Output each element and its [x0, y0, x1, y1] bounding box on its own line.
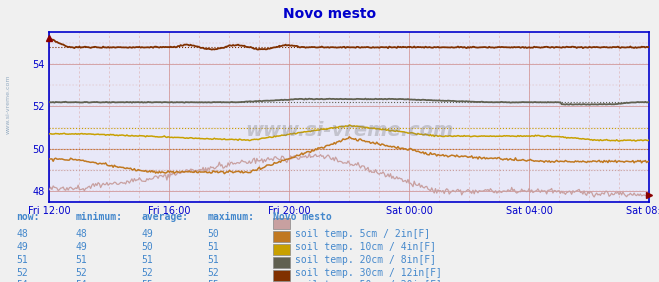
- Text: 52: 52: [76, 268, 88, 277]
- Text: 48: 48: [76, 229, 88, 239]
- Bar: [273, 231, 290, 243]
- Text: soil temp. 20cm / 8in[F]: soil temp. 20cm / 8in[F]: [295, 255, 436, 265]
- Text: 50: 50: [142, 242, 154, 252]
- Bar: [273, 218, 290, 230]
- Text: now:: now:: [16, 212, 40, 222]
- Text: 51: 51: [208, 242, 219, 252]
- Text: maximum:: maximum:: [208, 212, 254, 222]
- Text: www.si-vreme.com: www.si-vreme.com: [245, 121, 453, 140]
- Text: 52: 52: [16, 268, 28, 277]
- Bar: [273, 257, 290, 268]
- Text: 51: 51: [142, 255, 154, 265]
- Text: soil temp. 30cm / 12in[F]: soil temp. 30cm / 12in[F]: [295, 268, 442, 277]
- Text: 49: 49: [76, 242, 88, 252]
- Text: www.si-vreme.com: www.si-vreme.com: [5, 75, 11, 134]
- Text: 54: 54: [76, 281, 88, 282]
- Text: 55: 55: [142, 281, 154, 282]
- Text: 49: 49: [142, 229, 154, 239]
- Text: 48: 48: [16, 229, 28, 239]
- Text: 54: 54: [16, 281, 28, 282]
- Text: average:: average:: [142, 212, 188, 222]
- Text: minimum:: minimum:: [76, 212, 123, 222]
- Text: 51: 51: [76, 255, 88, 265]
- Bar: [273, 270, 290, 281]
- Text: soil temp. 50cm / 20in[F]: soil temp. 50cm / 20in[F]: [295, 281, 442, 282]
- Text: 50: 50: [208, 229, 219, 239]
- Text: 52: 52: [142, 268, 154, 277]
- Text: 51: 51: [208, 255, 219, 265]
- Bar: [273, 244, 290, 255]
- Text: soil temp. 10cm / 4in[F]: soil temp. 10cm / 4in[F]: [295, 242, 436, 252]
- Text: Novo mesto: Novo mesto: [283, 7, 376, 21]
- Text: 51: 51: [16, 255, 28, 265]
- Text: soil temp. 5cm / 2in[F]: soil temp. 5cm / 2in[F]: [295, 229, 430, 239]
- Text: Novo mesto: Novo mesto: [273, 212, 332, 222]
- Text: 55: 55: [208, 281, 219, 282]
- Text: 49: 49: [16, 242, 28, 252]
- Text: 52: 52: [208, 268, 219, 277]
